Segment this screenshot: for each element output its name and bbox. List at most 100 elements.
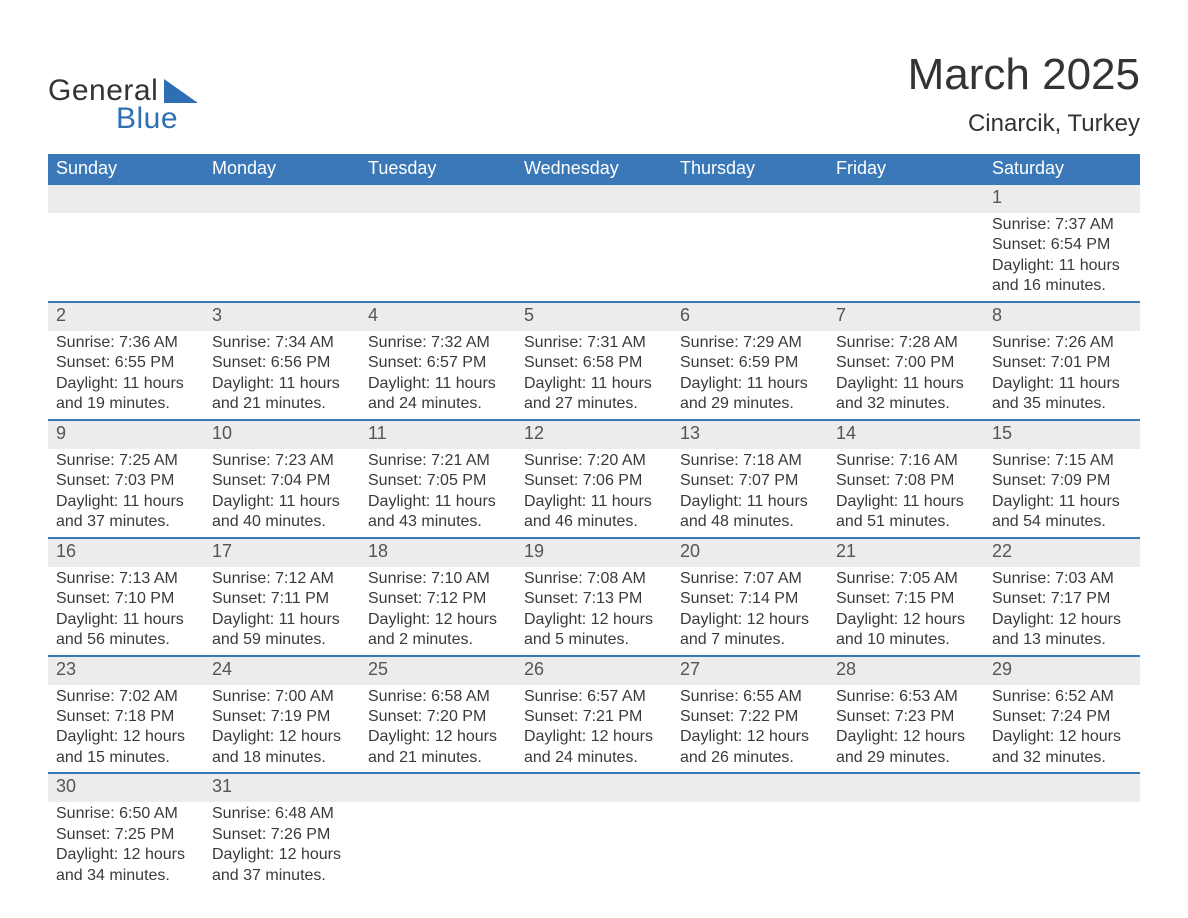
day-number-cell: [516, 773, 672, 802]
day-number-cell: 10: [204, 420, 360, 449]
day-detail-line: Sunrise: 7:13 AM: [56, 569, 196, 589]
day-detail-cell: Sunrise: 7:28 AMSunset: 7:00 PMDaylight:…: [828, 331, 984, 420]
day-detail-cell: Sunrise: 7:12 AMSunset: 7:11 PMDaylight:…: [204, 567, 360, 656]
day-detail-line: Sunrise: 7:03 AM: [992, 569, 1132, 589]
day-detail-line: Sunrise: 6:53 AM: [836, 687, 976, 707]
week-daynum-row: 23242526272829: [48, 656, 1140, 685]
day-detail-cell: Sunrise: 6:58 AMSunset: 7:20 PMDaylight:…: [360, 685, 516, 774]
day-detail-cell: [828, 802, 984, 890]
day-number-cell: 19: [516, 538, 672, 567]
day-detail-line: Sunrise: 7:28 AM: [836, 333, 976, 353]
day-detail-line: Daylight: 11 hours and 21 minutes.: [212, 374, 352, 415]
day-detail-line: Sunrise: 7:16 AM: [836, 451, 976, 471]
day-detail-cell: [204, 213, 360, 302]
day-detail-line: Sunrise: 7:15 AM: [992, 451, 1132, 471]
page-subtitle: Cinarcik, Turkey: [908, 110, 1140, 138]
day-detail-line: Daylight: 11 hours and 40 minutes.: [212, 492, 352, 533]
day-number-cell: 8: [984, 302, 1140, 331]
day-detail-line: Daylight: 12 hours and 32 minutes.: [992, 727, 1132, 768]
day-detail-line: Sunrise: 7:05 AM: [836, 569, 976, 589]
week-detail-row: Sunrise: 7:36 AMSunset: 6:55 PMDaylight:…: [48, 331, 1140, 420]
day-detail-line: Daylight: 11 hours and 59 minutes.: [212, 610, 352, 651]
week-daynum-row: 16171819202122: [48, 538, 1140, 567]
day-detail-line: Daylight: 11 hours and 24 minutes.: [368, 374, 508, 415]
week-detail-row: Sunrise: 7:13 AMSunset: 7:10 PMDaylight:…: [48, 567, 1140, 656]
day-number-cell: 9: [48, 420, 204, 449]
day-detail-line: Sunrise: 6:58 AM: [368, 687, 508, 707]
day-detail-cell: Sunrise: 7:26 AMSunset: 7:01 PMDaylight:…: [984, 331, 1140, 420]
day-detail-line: Sunrise: 7:12 AM: [212, 569, 352, 589]
day-number-cell: 30: [48, 773, 204, 802]
day-detail-line: Sunset: 7:14 PM: [680, 589, 820, 609]
day-detail-cell: Sunrise: 7:15 AMSunset: 7:09 PMDaylight:…: [984, 449, 1140, 538]
day-detail-line: Daylight: 11 hours and 35 minutes.: [992, 374, 1132, 415]
day-detail-line: Sunset: 7:21 PM: [524, 707, 664, 727]
day-detail-line: Daylight: 11 hours and 48 minutes.: [680, 492, 820, 533]
day-number-cell: 22: [984, 538, 1140, 567]
day-detail-line: Sunrise: 7:31 AM: [524, 333, 664, 353]
day-number-cell: [360, 773, 516, 802]
day-detail-line: Daylight: 12 hours and 15 minutes.: [56, 727, 196, 768]
day-number-cell: [360, 185, 516, 213]
day-number-cell: [828, 773, 984, 802]
day-detail-line: Sunrise: 7:36 AM: [56, 333, 196, 353]
day-detail-line: Daylight: 12 hours and 29 minutes.: [836, 727, 976, 768]
day-number-cell: 11: [360, 420, 516, 449]
day-number-cell: 27: [672, 656, 828, 685]
day-detail-line: Sunset: 7:01 PM: [992, 353, 1132, 373]
day-detail-cell: Sunrise: 7:10 AMSunset: 7:12 PMDaylight:…: [360, 567, 516, 656]
day-detail-cell: Sunrise: 7:16 AMSunset: 7:08 PMDaylight:…: [828, 449, 984, 538]
day-detail-line: Daylight: 11 hours and 43 minutes.: [368, 492, 508, 533]
day-number-cell: 31: [204, 773, 360, 802]
day-detail-line: Sunset: 6:56 PM: [212, 353, 352, 373]
day-detail-line: Sunset: 7:24 PM: [992, 707, 1132, 727]
day-detail-line: Sunset: 7:09 PM: [992, 471, 1132, 491]
day-detail-line: Daylight: 11 hours and 27 minutes.: [524, 374, 664, 415]
day-number-cell: [204, 185, 360, 213]
day-detail-line: Sunset: 6:57 PM: [368, 353, 508, 373]
day-number-cell: 15: [984, 420, 1140, 449]
day-detail-line: Sunrise: 7:18 AM: [680, 451, 820, 471]
day-number-cell: [984, 773, 1140, 802]
day-number-cell: 5: [516, 302, 672, 331]
day-detail-line: Sunrise: 7:07 AM: [680, 569, 820, 589]
day-detail-cell: Sunrise: 7:13 AMSunset: 7:10 PMDaylight:…: [48, 567, 204, 656]
day-detail-cell: [672, 213, 828, 302]
title-block: March 2025 Cinarcik, Turkey: [908, 50, 1140, 138]
day-detail-line: Sunset: 7:04 PM: [212, 471, 352, 491]
day-detail-line: Sunrise: 7:25 AM: [56, 451, 196, 471]
day-detail-line: Sunrise: 6:55 AM: [680, 687, 820, 707]
top-row: General Blue March 2025 Cinarcik, Turkey: [48, 50, 1140, 138]
day-number-cell: 23: [48, 656, 204, 685]
day-detail-line: Daylight: 11 hours and 29 minutes.: [680, 374, 820, 415]
week-detail-row: Sunrise: 7:02 AMSunset: 7:18 PMDaylight:…: [48, 685, 1140, 774]
day-number-cell: 17: [204, 538, 360, 567]
day-detail-line: Daylight: 11 hours and 19 minutes.: [56, 374, 196, 415]
day-detail-line: Sunset: 6:59 PM: [680, 353, 820, 373]
day-detail-line: Daylight: 11 hours and 51 minutes.: [836, 492, 976, 533]
day-detail-cell: Sunrise: 6:53 AMSunset: 7:23 PMDaylight:…: [828, 685, 984, 774]
day-detail-line: Sunrise: 6:57 AM: [524, 687, 664, 707]
day-detail-cell: Sunrise: 7:32 AMSunset: 6:57 PMDaylight:…: [360, 331, 516, 420]
day-number-cell: 29: [984, 656, 1140, 685]
day-number-cell: 18: [360, 538, 516, 567]
weekday-header: Saturday: [984, 154, 1140, 185]
day-number-cell: 3: [204, 302, 360, 331]
day-detail-cell: Sunrise: 6:52 AMSunset: 7:24 PMDaylight:…: [984, 685, 1140, 774]
page: General Blue March 2025 Cinarcik, Turkey…: [0, 0, 1188, 918]
day-number-cell: 26: [516, 656, 672, 685]
weekday-header-row: SundayMondayTuesdayWednesdayThursdayFrid…: [48, 154, 1140, 185]
day-detail-cell: Sunrise: 7:20 AMSunset: 7:06 PMDaylight:…: [516, 449, 672, 538]
day-detail-cell: Sunrise: 7:29 AMSunset: 6:59 PMDaylight:…: [672, 331, 828, 420]
day-number-cell: 4: [360, 302, 516, 331]
day-detail-cell: Sunrise: 7:34 AMSunset: 6:56 PMDaylight:…: [204, 331, 360, 420]
day-detail-line: Sunset: 7:00 PM: [836, 353, 976, 373]
day-detail-line: Sunrise: 7:26 AM: [992, 333, 1132, 353]
day-detail-line: Sunset: 7:08 PM: [836, 471, 976, 491]
day-detail-line: Daylight: 12 hours and 5 minutes.: [524, 610, 664, 651]
day-detail-line: Sunset: 7:20 PM: [368, 707, 508, 727]
weekday-header: Monday: [204, 154, 360, 185]
day-detail-cell: Sunrise: 6:55 AMSunset: 7:22 PMDaylight:…: [672, 685, 828, 774]
day-number-cell: 20: [672, 538, 828, 567]
day-detail-cell: [516, 802, 672, 890]
